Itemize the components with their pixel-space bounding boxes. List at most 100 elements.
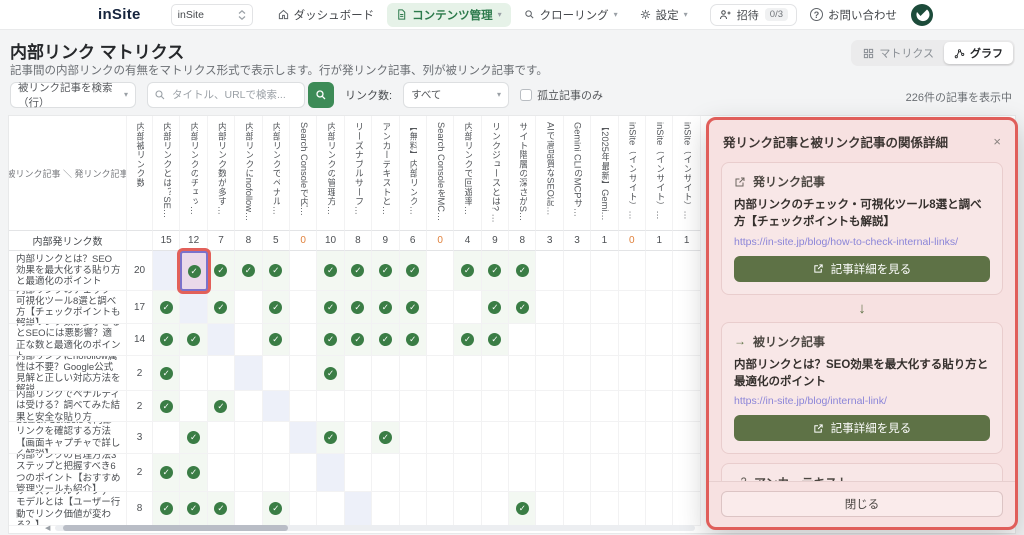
matrix-cell[interactable] [618, 391, 647, 422]
matrix-cell[interactable]: ✓ [317, 324, 345, 356]
matrix-cell[interactable] [262, 356, 290, 391]
matrix-cell[interactable] [646, 454, 674, 492]
matrix-cell[interactable] [235, 492, 263, 526]
matrix-cell[interactable]: ✓ [509, 251, 537, 291]
matrix-cell[interactable] [646, 251, 674, 291]
matrix-cell[interactable] [618, 492, 647, 526]
scroll-left-arrow-icon[interactable]: ◀ [45, 525, 51, 532]
matrix-cell[interactable] [235, 356, 263, 391]
matrix-cell[interactable] [344, 492, 373, 526]
matrix-cell[interactable] [289, 454, 318, 492]
matrix-cell[interactable] [591, 454, 619, 492]
row-search-select[interactable]: 被リンク記事を検索（行） ▾ [10, 81, 136, 109]
matrix-cell[interactable] [426, 251, 455, 291]
matrix-cell[interactable]: ✓ [509, 492, 537, 526]
row-label[interactable]: 内部リンクとは？SEO効果を最大化する貼り方と最適化のポイント [9, 251, 127, 291]
matrix-cell[interactable]: ✓ [372, 324, 400, 356]
matrix-cell[interactable]: ✓ [454, 251, 482, 291]
matrix-cell[interactable]: ✓ [153, 356, 181, 391]
nav-item-crawling[interactable]: クローリング ▾ [515, 3, 627, 27]
link-count-select[interactable]: すべて ▾ [403, 81, 510, 108]
matrix-cell[interactable] [646, 291, 674, 324]
matrix-cell[interactable] [426, 422, 455, 454]
matrix-cell[interactable]: ✓ [180, 492, 208, 526]
target-article-url[interactable]: https://in-site.jp/blog/internal-link/ [734, 395, 887, 407]
row-label[interactable]: リーズナブルサーファーモデルとは【ユーザー行動でリンク価値が変わる？】 [9, 492, 127, 526]
matrix-cell[interactable]: ✓ [372, 422, 400, 454]
matrix-cell[interactable]: ✓ [180, 324, 208, 356]
search-input[interactable] [147, 81, 305, 108]
matrix-cell[interactable] [536, 251, 564, 291]
matrix-cell[interactable] [399, 356, 427, 391]
matrix-cell[interactable] [344, 454, 373, 492]
source-detail-button[interactable]: 記事詳細を見る [734, 255, 990, 282]
matrix-cell[interactable] [509, 391, 537, 422]
matrix-cell[interactable] [509, 454, 537, 492]
matrix-cell[interactable] [426, 356, 455, 391]
matrix-cell[interactable]: ✓ [262, 291, 290, 324]
nav-item-content-management[interactable]: コンテンツ管理 ▾ [387, 2, 511, 27]
matrix-cell[interactable]: ✓ [262, 251, 290, 291]
matrix-cell[interactable] [591, 391, 619, 422]
matrix-cell[interactable] [536, 422, 564, 454]
matrix-cell[interactable]: ✓ [180, 454, 208, 492]
matrix-cell[interactable] [481, 492, 510, 526]
matrix-cell[interactable] [235, 422, 263, 454]
matrix-cell[interactable] [481, 356, 510, 391]
matrix-cell[interactable]: ✓ [153, 324, 181, 356]
matrix-cell[interactable] [262, 454, 290, 492]
matrix-cell[interactable] [536, 492, 564, 526]
matrix-cell[interactable] [344, 391, 373, 422]
matrix-cell[interactable] [563, 324, 592, 356]
matrix-cell[interactable] [563, 454, 592, 492]
matrix-cell[interactable]: ✓ [509, 291, 537, 324]
matrix-cell[interactable]: ✓ [207, 391, 236, 422]
matrix-cell[interactable] [563, 251, 592, 291]
matrix-cell[interactable] [207, 324, 236, 356]
matrix-cell[interactable] [372, 454, 400, 492]
matrix-cell[interactable] [591, 291, 619, 324]
matrix-cell[interactable]: ✓ [317, 422, 345, 454]
matrix-cell[interactable] [563, 291, 592, 324]
matrix-cell[interactable] [454, 454, 482, 492]
matrix-cell[interactable] [289, 492, 318, 526]
row-label[interactable]: 内部リンクのチェック・可視化ツール8選と調べ方【チェックポイントも解説】 [9, 291, 127, 324]
matrix-cell[interactable] [399, 492, 427, 526]
matrix-cell[interactable] [454, 356, 482, 391]
nav-item-settings[interactable]: 設定 ▾ [631, 3, 697, 27]
matrix-cell[interactable] [399, 422, 427, 454]
row-label[interactable]: 内部リンクにnofollow属性は不要？Google公式見解と正しい対応方法を解… [9, 356, 127, 391]
matrix-cell[interactable] [673, 291, 701, 324]
matrix-cell[interactable]: ✓ [344, 251, 373, 291]
matrix-cell[interactable] [426, 391, 455, 422]
matrix-cell[interactable]: ✓ [372, 251, 400, 291]
invite-button[interactable]: 招待 0/3 [709, 3, 797, 26]
matrix-cell[interactable]: ✓ [399, 291, 427, 324]
row-label[interactable]: 内部リンクでペナルティは受ける？調べてみた結果と安全な貼り方 [9, 391, 127, 422]
matrix-cell[interactable]: ✓ [317, 356, 345, 391]
matrix-cell[interactable] [262, 391, 290, 422]
project-selector[interactable]: inSite [170, 3, 253, 26]
matrix-cell[interactable]: ✓ [153, 391, 181, 422]
matrix-cell[interactable]: ✓ [317, 291, 345, 324]
matrix-cell[interactable] [180, 291, 208, 324]
matrix-cell[interactable] [646, 356, 674, 391]
matrix-cell[interactable] [289, 422, 318, 454]
matrix-cell[interactable]: ✓ [481, 324, 510, 356]
search-button[interactable] [308, 81, 334, 108]
matrix-cell[interactable] [591, 422, 619, 454]
matrix-cell[interactable]: ✓ [344, 291, 373, 324]
matrix-cell[interactable]: ✓ [153, 454, 181, 492]
matrix-cell[interactable] [235, 291, 263, 324]
matrix-cell[interactable] [618, 356, 647, 391]
matrix-cell[interactable] [262, 422, 290, 454]
matrix-cell[interactable] [536, 291, 564, 324]
row-label[interactable]: 内部リンクの管理方法3ステップと把握すべき6つのポイント【おすすめ管理ツールも紹… [9, 454, 127, 492]
matrix-cell[interactable]: ✓ [235, 251, 263, 291]
matrix-cell[interactable]: ✓ [153, 492, 181, 526]
matrix-cell[interactable]: ✓ [399, 251, 427, 291]
matrix-cell[interactable] [372, 492, 400, 526]
matrix-cell[interactable] [454, 391, 482, 422]
matrix-cell[interactable]: ✓ [454, 324, 482, 356]
matrix-cell[interactable] [591, 356, 619, 391]
